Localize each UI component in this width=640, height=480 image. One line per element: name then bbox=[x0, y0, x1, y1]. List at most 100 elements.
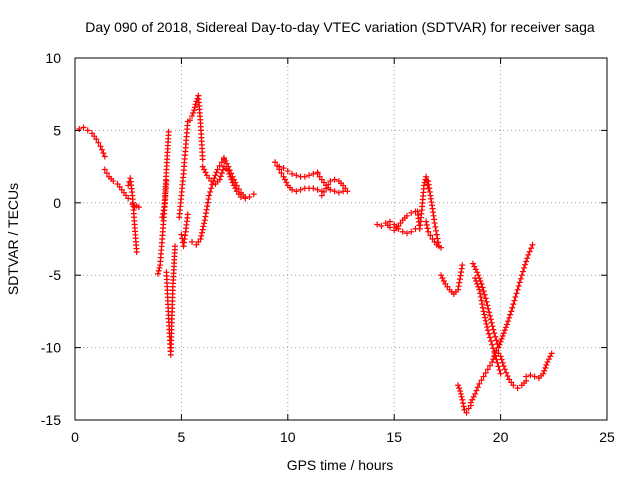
data-point bbox=[493, 337, 500, 344]
data-point bbox=[470, 393, 477, 400]
data-point bbox=[456, 276, 463, 283]
data-point bbox=[521, 264, 528, 271]
data-point bbox=[335, 189, 342, 196]
data-point bbox=[481, 314, 488, 321]
data-point bbox=[501, 366, 508, 373]
y-axis-label: SDTVAR / TECUs bbox=[5, 183, 21, 295]
data-point bbox=[486, 334, 493, 341]
data-point bbox=[510, 382, 517, 389]
data-point bbox=[314, 186, 321, 193]
data-point bbox=[526, 248, 533, 255]
grid bbox=[75, 58, 607, 420]
data-point bbox=[459, 396, 466, 403]
data-point bbox=[476, 286, 483, 293]
data-point bbox=[474, 384, 481, 391]
data-point bbox=[386, 224, 393, 231]
data-point bbox=[439, 275, 446, 282]
data-point bbox=[427, 232, 434, 239]
data-point bbox=[498, 335, 505, 342]
data-point bbox=[395, 225, 402, 232]
data-point bbox=[80, 124, 87, 131]
data-point bbox=[217, 173, 224, 180]
data-point bbox=[497, 338, 504, 345]
data-point bbox=[434, 235, 441, 242]
data-point bbox=[499, 359, 506, 366]
data-point bbox=[459, 262, 466, 269]
data-point bbox=[276, 163, 283, 170]
data-point bbox=[476, 380, 483, 387]
data-point bbox=[540, 370, 547, 377]
data-point bbox=[479, 284, 486, 291]
data-point bbox=[226, 166, 233, 173]
data-point bbox=[510, 301, 517, 308]
data-point bbox=[456, 279, 463, 286]
data-point bbox=[206, 192, 213, 199]
data-point bbox=[457, 272, 464, 279]
data-point bbox=[545, 356, 552, 363]
data-point bbox=[216, 162, 223, 169]
data-point bbox=[478, 297, 485, 304]
data-point bbox=[477, 290, 484, 297]
data-point bbox=[76, 125, 83, 132]
data-point bbox=[425, 228, 432, 235]
data-point bbox=[518, 272, 525, 279]
data-point bbox=[213, 169, 220, 176]
data-point bbox=[490, 326, 497, 333]
data-point bbox=[212, 172, 219, 179]
data-point bbox=[190, 110, 197, 117]
data-point bbox=[101, 166, 108, 173]
data-point bbox=[517, 275, 524, 282]
data-point bbox=[403, 212, 410, 219]
data-point bbox=[483, 320, 490, 327]
x-tick-label: 15 bbox=[386, 429, 402, 445]
data-point bbox=[492, 352, 499, 359]
data-point bbox=[289, 186, 296, 193]
data-point bbox=[475, 272, 482, 279]
data-point bbox=[408, 209, 415, 216]
y-tick-label: -15 bbox=[41, 412, 61, 428]
data-point bbox=[186, 117, 193, 124]
data-point bbox=[208, 185, 215, 192]
data-point bbox=[505, 318, 512, 325]
data-point bbox=[458, 269, 465, 276]
data-point bbox=[219, 166, 226, 173]
data-point bbox=[480, 308, 487, 315]
data-point bbox=[386, 218, 393, 225]
x-tick-label: 0 bbox=[71, 429, 79, 445]
plot-frame bbox=[74, 57, 608, 421]
y-tick-label: -5 bbox=[49, 267, 62, 283]
data-point bbox=[491, 348, 498, 355]
data-point bbox=[431, 220, 438, 227]
data-point bbox=[484, 324, 491, 331]
data-point bbox=[178, 231, 185, 238]
data-point bbox=[433, 231, 440, 238]
data-point bbox=[469, 396, 476, 403]
data-point bbox=[199, 156, 206, 163]
data-point bbox=[374, 221, 381, 228]
data-point bbox=[457, 390, 464, 397]
data-point bbox=[500, 363, 507, 370]
data-point bbox=[110, 178, 117, 185]
data-point bbox=[98, 146, 105, 153]
data-point bbox=[488, 319, 495, 326]
data-point bbox=[97, 143, 104, 150]
data-point bbox=[235, 186, 242, 193]
data-point bbox=[482, 369, 489, 376]
data-point bbox=[455, 283, 462, 290]
data-point bbox=[482, 295, 489, 302]
data-point bbox=[399, 228, 406, 235]
data-point bbox=[479, 301, 486, 308]
data-point bbox=[202, 213, 209, 220]
data-point bbox=[435, 239, 442, 246]
data-point bbox=[475, 283, 482, 290]
y-tick-label: 10 bbox=[45, 50, 61, 66]
data-point bbox=[232, 185, 239, 192]
data-point bbox=[272, 159, 279, 166]
data-point bbox=[204, 199, 211, 206]
data-point bbox=[528, 245, 535, 252]
data-point bbox=[511, 297, 518, 304]
data-point bbox=[471, 263, 478, 270]
data-point bbox=[477, 293, 484, 300]
data-point bbox=[499, 333, 506, 340]
